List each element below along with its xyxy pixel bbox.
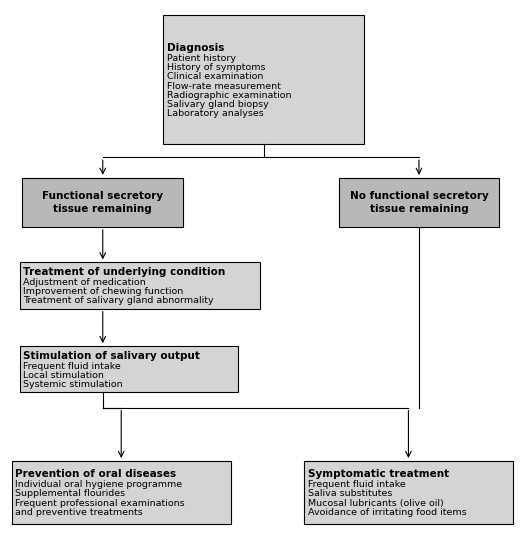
FancyBboxPatch shape xyxy=(20,346,238,393)
Text: Frequent professional examinations: Frequent professional examinations xyxy=(15,499,184,508)
Text: Frequent fluid intake: Frequent fluid intake xyxy=(308,480,405,489)
Text: Stimulation of salivary output: Stimulation of salivary output xyxy=(23,351,200,360)
FancyBboxPatch shape xyxy=(12,461,231,524)
Text: Laboratory analyses: Laboratory analyses xyxy=(167,109,264,118)
Text: Diagnosis: Diagnosis xyxy=(167,43,224,53)
Text: Treatment of underlying condition: Treatment of underlying condition xyxy=(23,267,225,277)
Text: Prevention of oral diseases: Prevention of oral diseases xyxy=(15,469,176,479)
Text: Individual oral hygiene programme: Individual oral hygiene programme xyxy=(15,480,182,489)
Text: Functional secretory
tissue remaining: Functional secretory tissue remaining xyxy=(42,191,163,214)
Text: Saliva substitutes: Saliva substitutes xyxy=(308,490,392,498)
FancyBboxPatch shape xyxy=(20,263,260,309)
Text: No functional secretory
tissue remaining: No functional secretory tissue remaining xyxy=(349,191,489,214)
Text: Salivary gland biopsy: Salivary gland biopsy xyxy=(167,100,268,109)
Text: Local stimulation: Local stimulation xyxy=(23,371,104,380)
Text: Supplemental flourides: Supplemental flourides xyxy=(15,490,125,498)
FancyBboxPatch shape xyxy=(305,461,513,524)
Text: Flow-rate measurement: Flow-rate measurement xyxy=(167,82,280,91)
Text: Treatment of salivary gland abnormality: Treatment of salivary gland abnormality xyxy=(23,296,213,305)
Text: Symptomatic treatment: Symptomatic treatment xyxy=(308,469,448,479)
Text: Mucosal lubricants (olive oil): Mucosal lubricants (olive oil) xyxy=(308,499,443,508)
FancyBboxPatch shape xyxy=(23,178,183,227)
Text: Clinical examination: Clinical examination xyxy=(167,72,263,82)
Text: Adjustment of medication: Adjustment of medication xyxy=(23,278,145,287)
Text: Systemic stimulation: Systemic stimulation xyxy=(23,380,123,389)
Text: Patient history: Patient history xyxy=(167,54,236,63)
Text: Improvement of chewing function: Improvement of chewing function xyxy=(23,287,183,296)
Text: Radiographic examination: Radiographic examination xyxy=(167,91,291,100)
Text: and preventive treatments: and preventive treatments xyxy=(15,508,143,517)
Text: Avoidance of irritating food items: Avoidance of irritating food items xyxy=(308,508,466,517)
Text: History of symptoms: History of symptoms xyxy=(167,63,265,72)
FancyBboxPatch shape xyxy=(339,178,500,227)
FancyBboxPatch shape xyxy=(163,15,364,143)
Text: Frequent fluid intake: Frequent fluid intake xyxy=(23,362,121,370)
